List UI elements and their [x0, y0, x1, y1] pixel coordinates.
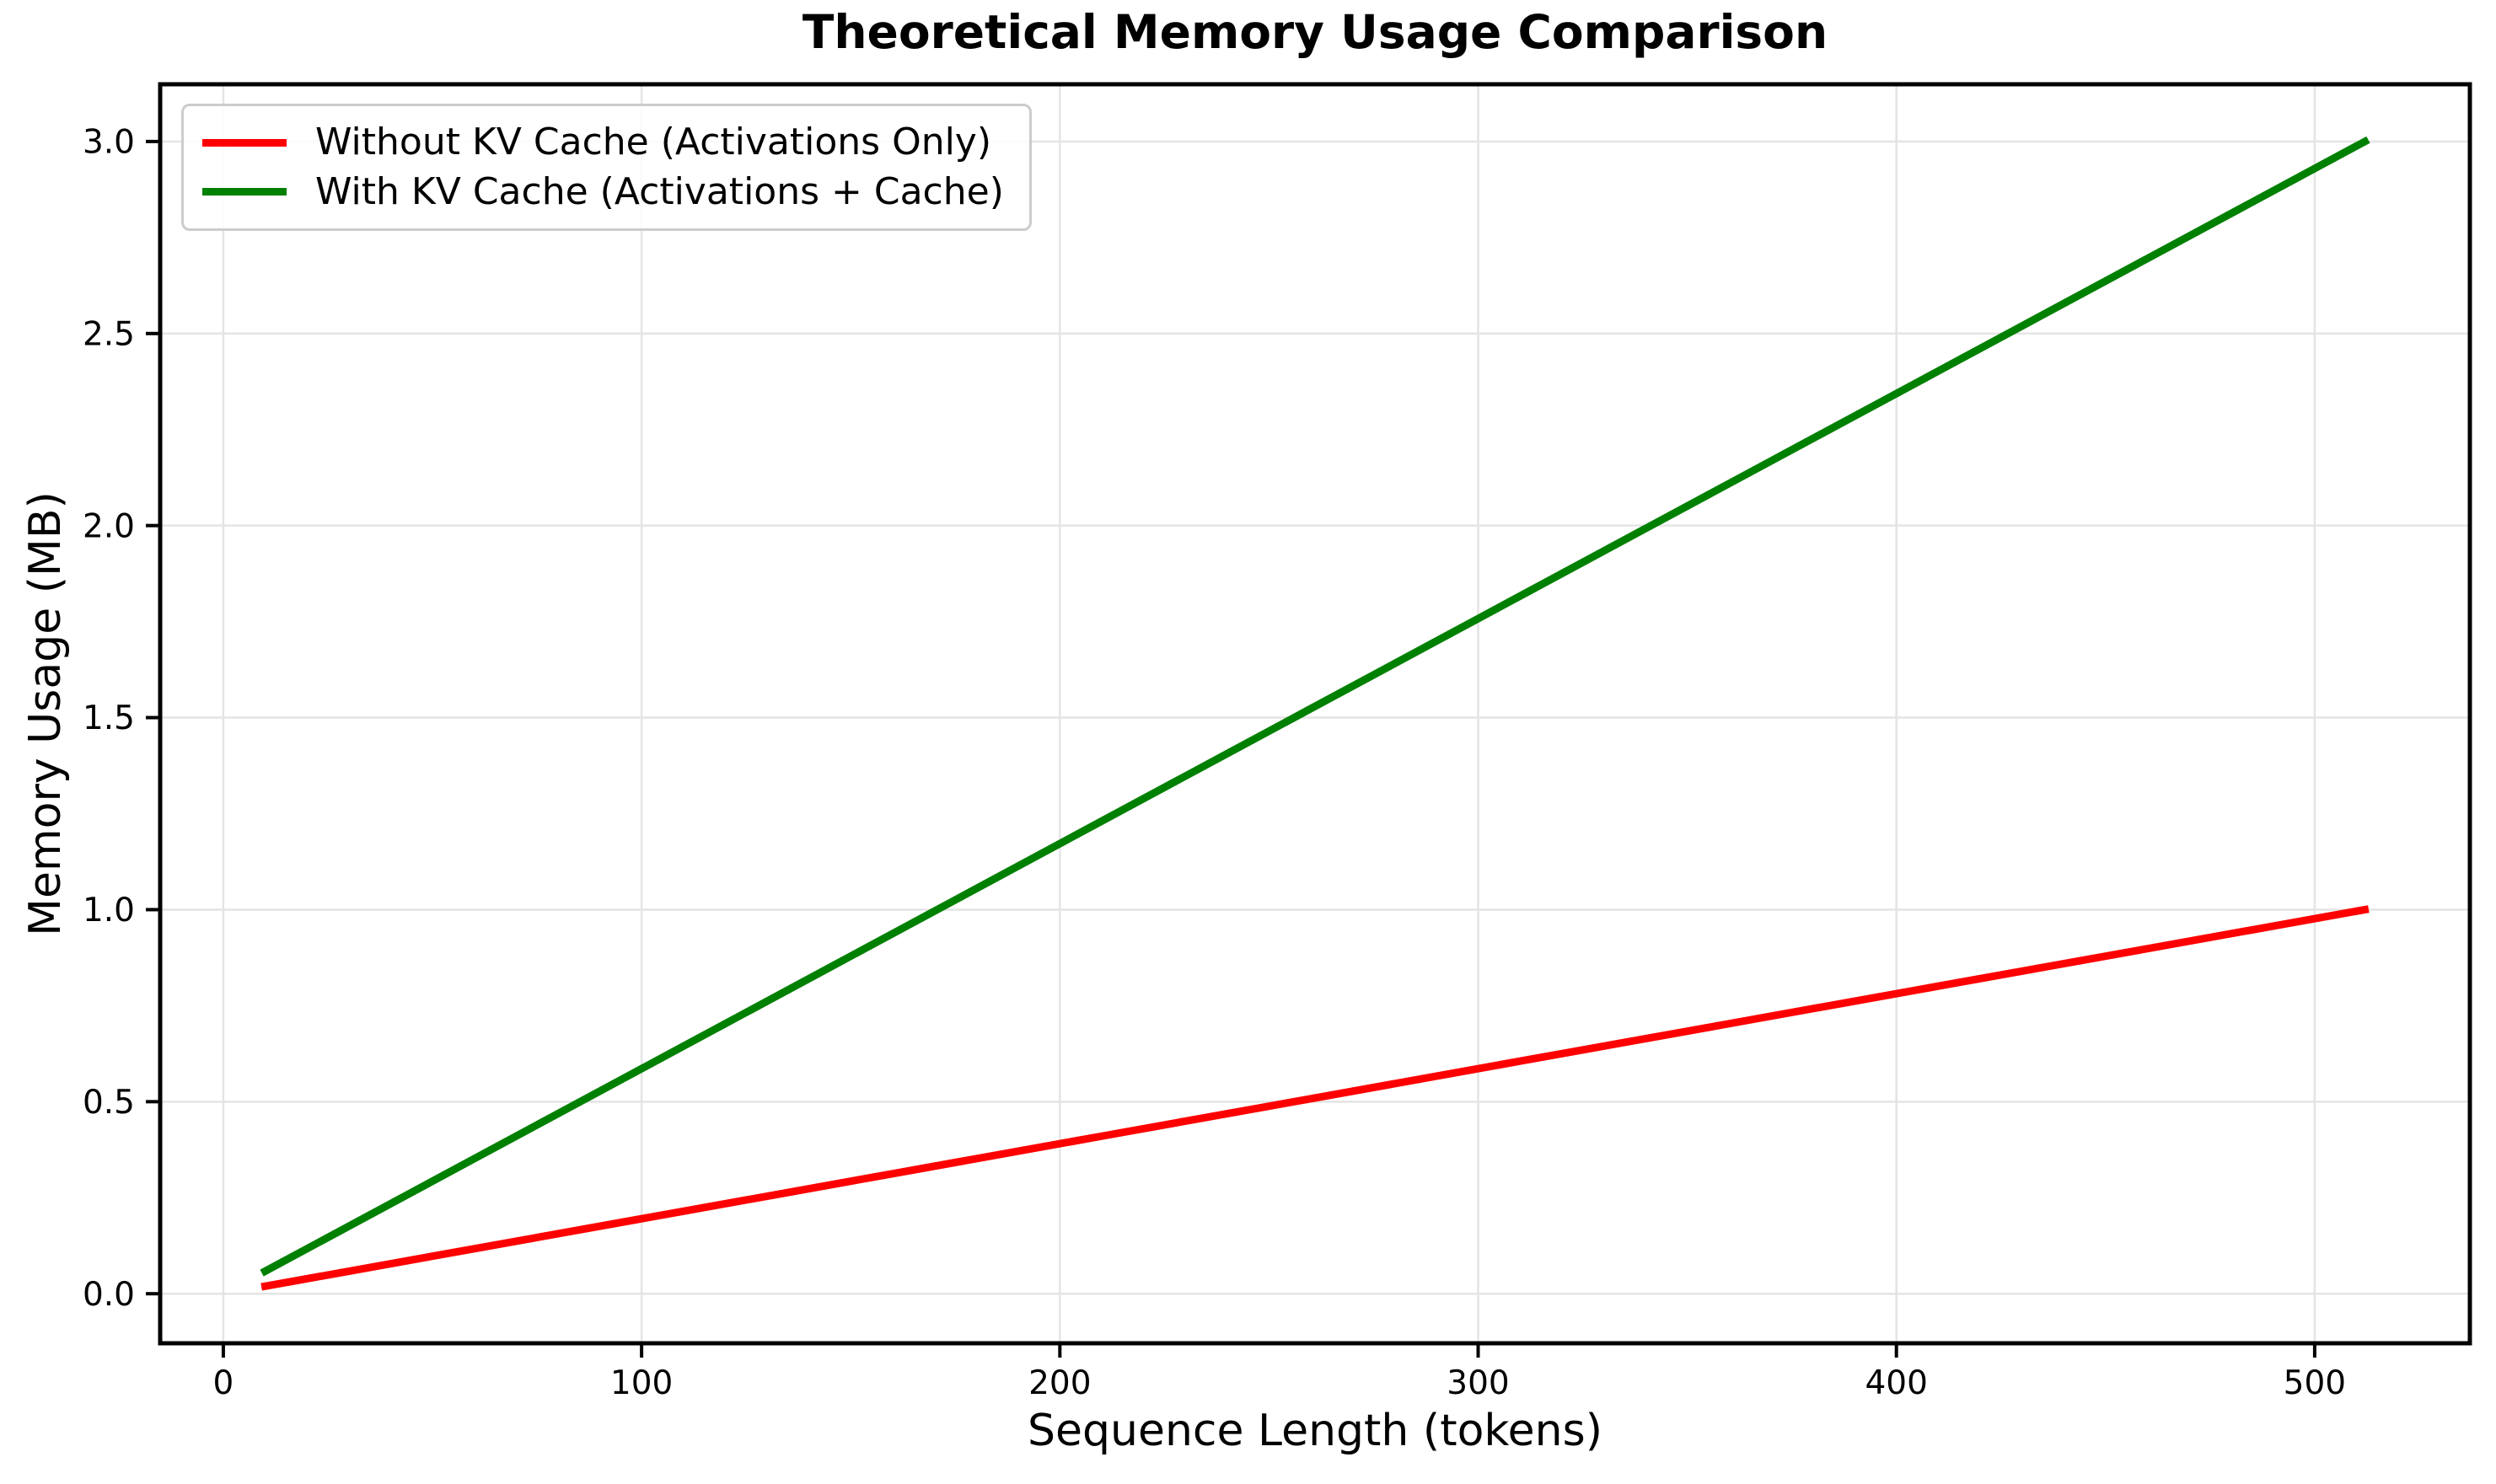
green-line-swatch [202, 188, 287, 196]
legend-label: With KV Cache (Activations + Cache) [315, 169, 1004, 213]
y-axis-label: Memory Usage (MB) [20, 491, 71, 936]
legend-item-without-kv-cache: Without KV Cache (Activations Only) [202, 118, 1004, 168]
red-line-swatch [202, 138, 287, 147]
x-tick-label: 200 [1028, 1364, 1091, 1402]
y-tick-label: 2.0 [83, 507, 135, 545]
x-tick-label: 0 [213, 1364, 234, 1402]
y-tick-label: 1.5 [83, 699, 135, 737]
series-line-without-kv-cache [260, 905, 2370, 1291]
y-tick-label: 0.5 [83, 1084, 135, 1122]
x-tick-label: 400 [1865, 1364, 1927, 1402]
chart-title: Theoretical Memory Usage Comparison [802, 5, 1828, 59]
x-tick-label: 500 [2284, 1364, 2346, 1402]
y-tick-label: 1.0 [83, 892, 135, 930]
legend-label: Without KV Cache (Activations Only) [315, 121, 992, 163]
x-axis-label: Sequence Length (tokens) [1028, 1406, 1602, 1456]
x-tick-label: 100 [610, 1364, 673, 1402]
axes-spines [158, 82, 2472, 1346]
legend-item-with-kv-cache: With KV Cache (Activations + Cache) [202, 168, 1004, 217]
y-tick-label: 0.0 [83, 1276, 135, 1314]
series-line-with-kv-cache [260, 136, 2370, 1277]
y-tick-label: 2.5 [83, 315, 135, 353]
y-tick-label: 3.0 [83, 124, 135, 162]
legend: Without KV Cache (Activations Only) With… [181, 104, 1032, 232]
x-tick-label: 300 [1447, 1364, 1509, 1402]
